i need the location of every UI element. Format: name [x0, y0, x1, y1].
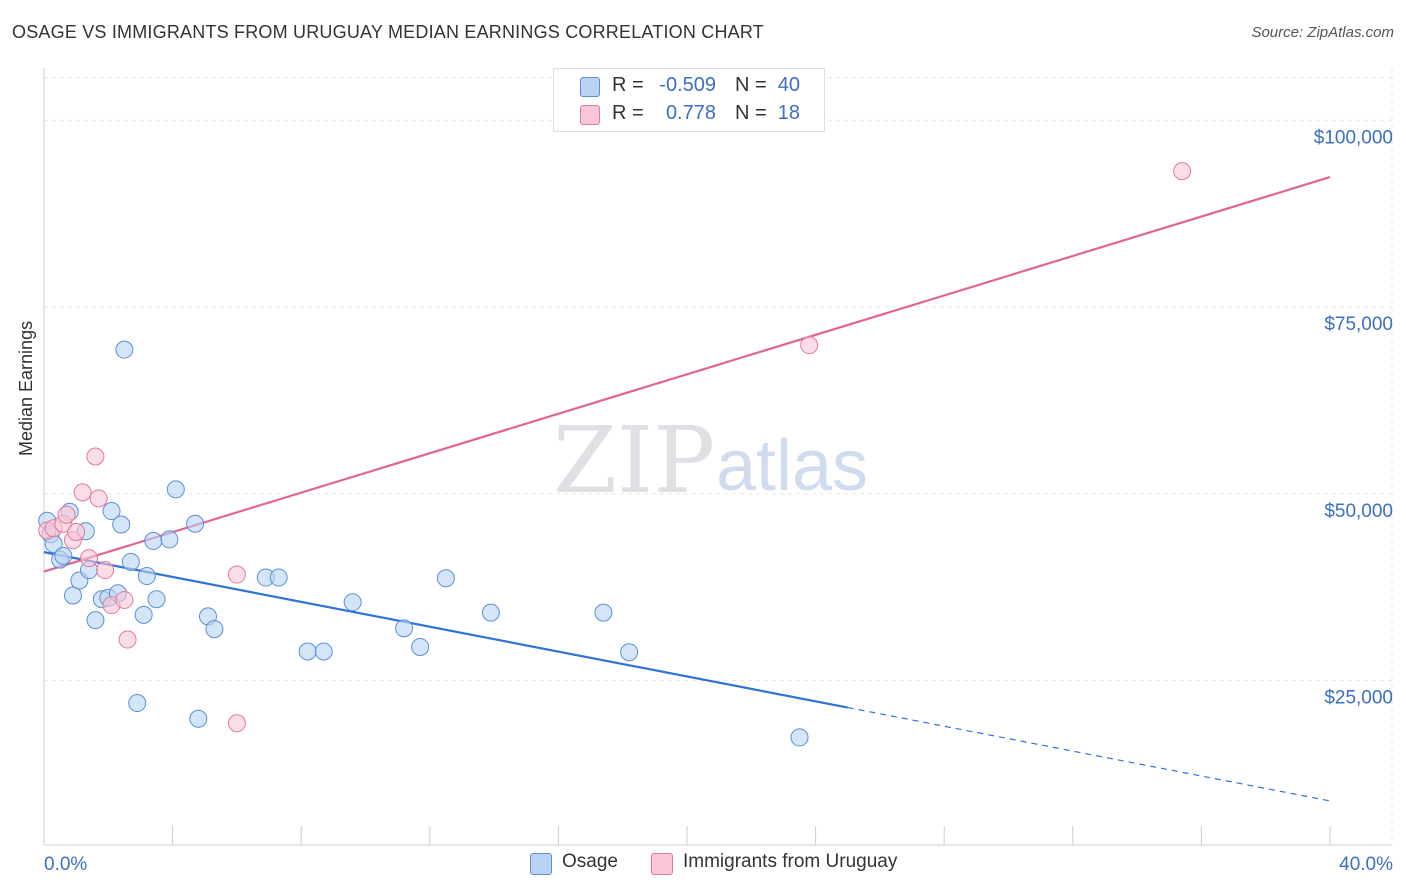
point-osage — [54, 546, 73, 565]
y-tick-label: $75,000 — [1324, 314, 1393, 335]
point-osage — [166, 480, 185, 499]
point-osage — [620, 643, 639, 662]
point-uruguay — [227, 565, 246, 584]
grid-layer — [44, 68, 1393, 845]
legend-swatch-uruguay — [651, 853, 673, 875]
point-osage — [112, 515, 131, 534]
y-tick-label: $50,000 — [1324, 501, 1393, 522]
x-tick-label: 40.0% — [1339, 854, 1393, 875]
point-osage — [790, 728, 809, 747]
point-osage — [205, 620, 224, 639]
point-osage — [86, 611, 105, 630]
point-uruguay — [1173, 162, 1192, 181]
point-osage — [314, 642, 333, 661]
point-osage — [481, 603, 500, 622]
label-layer: $25,000 $50,000 $75,000 $100,000 0.0% 40.0% — [44, 127, 1393, 875]
x-tick-label: 0.0% — [44, 854, 87, 875]
point-osage — [134, 605, 153, 624]
point-osage — [594, 603, 613, 622]
n-label: N = — [735, 102, 767, 124]
trendline-uruguay — [43, 176, 1331, 573]
y-tick-label: $100,000 — [1314, 127, 1393, 148]
trendline-osage — [43, 551, 848, 709]
legend-label-uruguay: Immigrants from Uruguay — [683, 851, 898, 872]
point-uruguay — [67, 522, 86, 541]
legend-label-osage: Osage — [562, 851, 618, 872]
r-value: 0.778 — [665, 102, 716, 124]
n-label: N = — [735, 74, 767, 96]
r-value: -0.509 — [659, 74, 716, 96]
watermark-zip: ZIP — [553, 407, 715, 514]
point-osage — [436, 569, 455, 588]
watermark-atlas: atlas — [716, 426, 868, 506]
point-uruguay — [73, 483, 92, 502]
point-uruguay — [115, 590, 134, 609]
point-uruguay — [227, 714, 246, 733]
point-uruguay — [57, 505, 76, 524]
point-osage — [137, 567, 156, 586]
y-tick-label: $25,000 — [1324, 688, 1393, 709]
point-uruguay — [800, 336, 819, 355]
point-uruguay — [89, 489, 108, 508]
point-osage — [298, 642, 317, 661]
point-osage — [102, 502, 121, 521]
point-layer — [38, 162, 1192, 747]
point-osage — [128, 694, 147, 713]
point-osage — [115, 340, 134, 359]
point-osage — [160, 530, 179, 549]
axis-layer — [43, 68, 1392, 846]
point-uruguay — [96, 561, 115, 580]
stats-swatch-uruguay — [580, 105, 600, 125]
chart-title: OSAGE VS IMMIGRANTS FROM URUGUAY MEDIAN … — [12, 22, 764, 42]
point-osage — [411, 638, 430, 657]
trend-layer — [43, 176, 1331, 802]
r-label: R = — [612, 74, 644, 96]
stats-row-uruguay: R = 0.778 N = 18 — [554, 100, 824, 128]
stats-box: R = -0.509 N = 40 R = 0.778 N = 18 — [553, 68, 825, 132]
point-osage — [395, 619, 414, 638]
y-axis-title: Median Earnings — [16, 320, 36, 456]
stats-swatch-osage — [580, 77, 600, 97]
point-osage — [144, 531, 163, 550]
trendline-osage-extension — [847, 706, 1331, 802]
r-label: R = — [612, 102, 644, 124]
point-osage — [269, 568, 288, 587]
point-osage — [186, 514, 205, 533]
point-osage — [343, 593, 362, 612]
point-osage — [63, 586, 82, 605]
legend-swatch-osage — [530, 853, 552, 875]
point-osage — [189, 709, 208, 728]
stats-row-osage: R = -0.509 N = 40 — [554, 72, 824, 100]
n-value: 18 — [777, 102, 800, 124]
source-label: Source: ZipAtlas.com — [1251, 24, 1394, 41]
point-osage — [121, 552, 140, 571]
n-value: 40 — [777, 74, 800, 96]
point-osage — [147, 590, 166, 609]
watermark: ZIP atlas — [553, 407, 868, 514]
point-uruguay — [80, 549, 99, 568]
point-uruguay — [118, 630, 137, 649]
point-uruguay — [86, 447, 105, 466]
